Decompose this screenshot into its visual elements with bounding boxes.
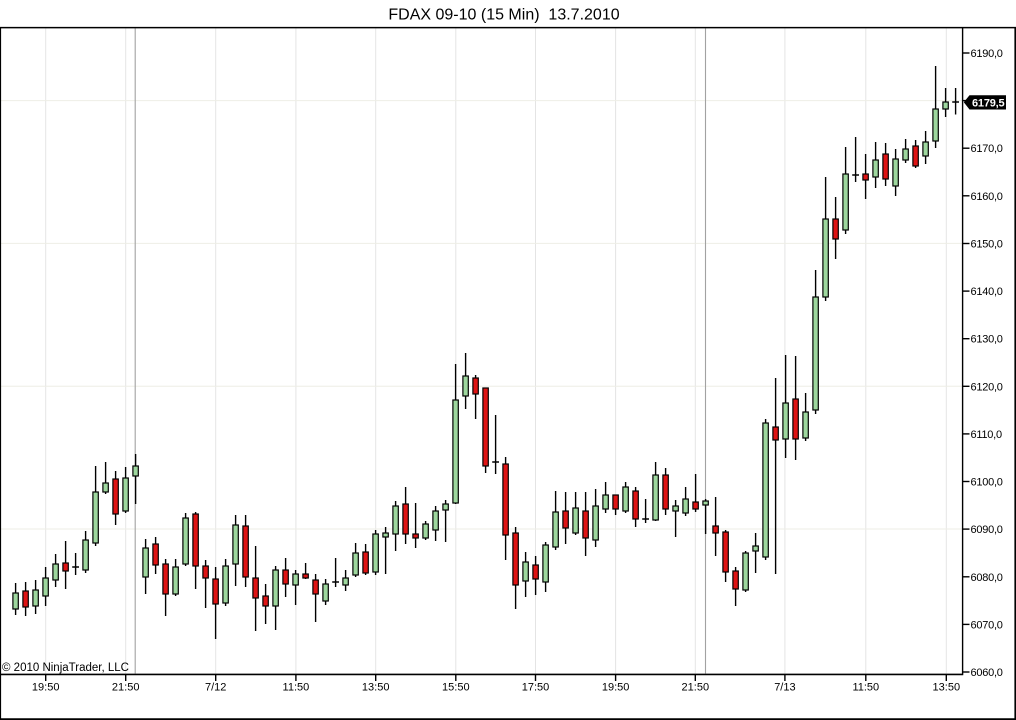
svg-text:6140,0: 6140,0 <box>971 286 1003 298</box>
svg-text:6080,0: 6080,0 <box>971 572 1003 584</box>
svg-text:21:50: 21:50 <box>112 682 140 694</box>
svg-text:11:50: 11:50 <box>283 682 310 694</box>
svg-text:6179,5: 6179,5 <box>972 97 1005 109</box>
svg-text:17:50: 17:50 <box>522 682 550 694</box>
svg-text:6060,0: 6060,0 <box>971 667 1003 679</box>
svg-text:6190,0: 6190,0 <box>971 48 1003 60</box>
svg-text:6090,0: 6090,0 <box>971 524 1003 536</box>
svg-text:FDAX 09-10 (15 Min) 13.7.2010: FDAX 09-10 (15 Min) 13.7.2010 <box>388 7 619 24</box>
svg-text:6110,0: 6110,0 <box>971 429 1002 441</box>
svg-text:6150,0: 6150,0 <box>971 239 1003 251</box>
svg-text:6120,0: 6120,0 <box>971 381 1003 393</box>
svg-text:19:50: 19:50 <box>602 682 630 694</box>
svg-text:13:50: 13:50 <box>362 682 390 694</box>
svg-text:21:50: 21:50 <box>682 682 710 694</box>
svg-text:© 2010 NinjaTrader, LLC: © 2010 NinjaTrader, LLC <box>2 662 129 674</box>
svg-text:6100,0: 6100,0 <box>971 477 1003 489</box>
svg-text:6170,0: 6170,0 <box>971 143 1003 155</box>
svg-text:6130,0: 6130,0 <box>971 334 1003 346</box>
svg-text:19:50: 19:50 <box>32 682 60 694</box>
svg-text:6070,0: 6070,0 <box>971 619 1003 631</box>
svg-text:15:50: 15:50 <box>442 682 470 694</box>
svg-text:6160,0: 6160,0 <box>971 191 1003 203</box>
svg-text:7/12: 7/12 <box>205 682 226 694</box>
svg-text:11:50: 11:50 <box>852 682 879 694</box>
svg-text:7/13: 7/13 <box>774 682 795 694</box>
svg-text:13:50: 13:50 <box>933 682 961 694</box>
